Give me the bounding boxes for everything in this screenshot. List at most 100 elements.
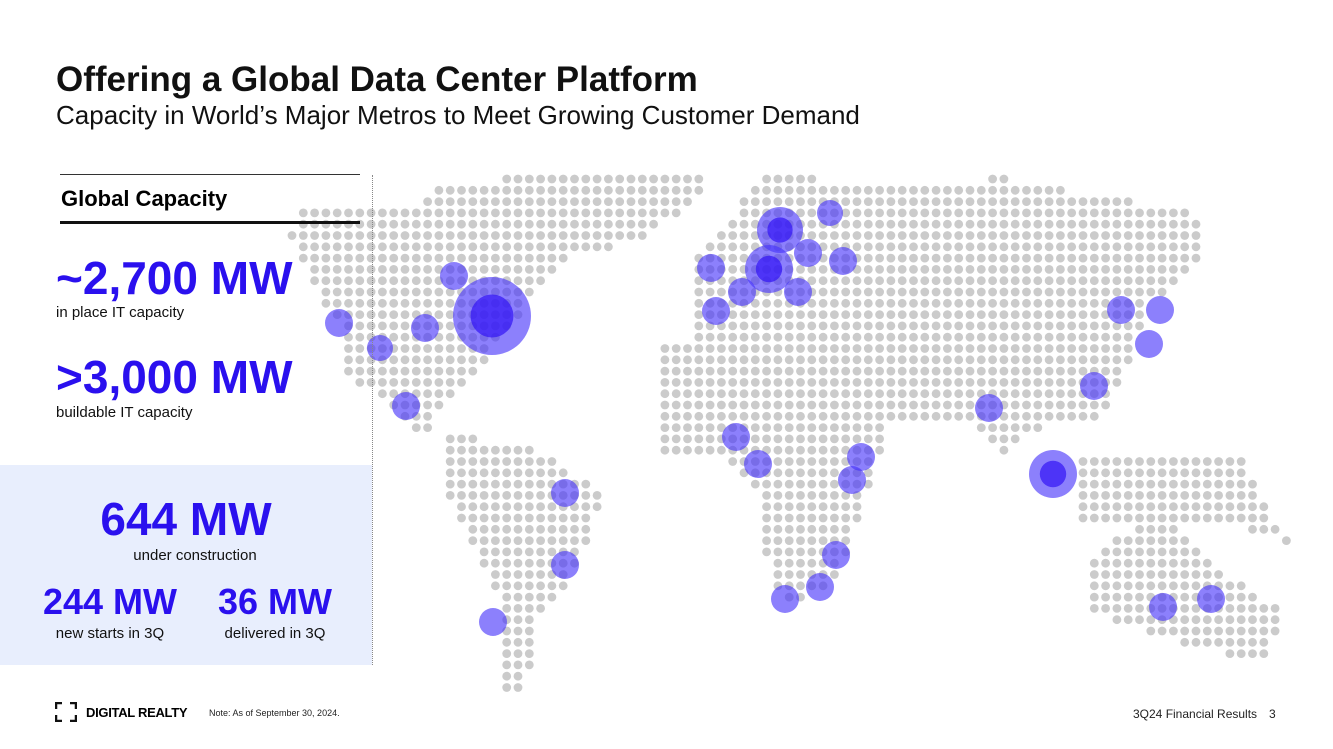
map-dot <box>1089 242 1099 252</box>
map-dot <box>863 434 873 444</box>
map-dot <box>513 253 523 263</box>
site-bubble <box>1146 296 1174 324</box>
map-dot <box>524 502 534 512</box>
map-dot <box>1112 604 1122 613</box>
map-dot <box>1123 355 1133 365</box>
map-dot <box>513 479 523 489</box>
map-dot <box>1089 344 1099 353</box>
map-dot <box>479 197 489 207</box>
map-dot <box>1180 570 1190 579</box>
map-dot <box>479 208 489 218</box>
map-dot <box>1067 298 1077 308</box>
map-dot <box>931 231 941 240</box>
map-dot <box>875 434 884 444</box>
map-dot <box>310 253 319 263</box>
map-dot <box>818 400 828 410</box>
site-bubble <box>702 297 730 325</box>
map-dot <box>344 276 353 286</box>
map-dot <box>717 389 726 399</box>
map-dot <box>479 355 489 365</box>
map-dot <box>491 479 500 489</box>
map-dot <box>581 513 591 523</box>
map-dot <box>1010 276 1020 286</box>
map-dot <box>1022 219 1031 229</box>
map-dot <box>536 468 545 478</box>
map-dot <box>479 468 489 478</box>
map-dot <box>773 547 783 557</box>
map-dot <box>1022 298 1031 308</box>
map-dot <box>1089 219 1099 229</box>
map-dot <box>1157 468 1167 478</box>
map-dot <box>1202 637 1212 647</box>
map-dot <box>1225 637 1235 647</box>
map-dot <box>1202 479 1212 489</box>
map-dot <box>513 570 523 579</box>
map-dot <box>366 310 376 319</box>
map-dot <box>400 355 410 365</box>
metric-label: in place IT capacity <box>56 304 185 321</box>
map-dot <box>660 400 670 410</box>
map-dot <box>468 231 478 240</box>
map-dot <box>784 321 794 331</box>
map-dot <box>954 378 964 387</box>
map-dot <box>999 185 1009 195</box>
site-bubble <box>1107 296 1135 324</box>
map-dot <box>1033 389 1043 399</box>
map-dot <box>389 378 399 387</box>
map-dot <box>423 265 432 274</box>
map-dot <box>1033 253 1043 263</box>
map-dot <box>818 491 828 500</box>
map-dot <box>604 231 613 240</box>
map-dot <box>841 366 851 376</box>
map-dot <box>524 468 534 478</box>
map-dot <box>491 242 500 252</box>
map-dot <box>852 423 862 432</box>
map-dot <box>1089 581 1099 591</box>
map-dot <box>411 423 421 432</box>
map-dot <box>524 276 534 286</box>
map-dot <box>931 378 941 387</box>
map-dot <box>1123 276 1133 286</box>
map-dot <box>524 174 534 184</box>
map-dot <box>762 536 771 545</box>
map-dot <box>920 231 930 240</box>
map-dot <box>683 445 692 455</box>
map-dot <box>830 434 839 444</box>
map-dot <box>762 491 771 500</box>
map-dot <box>1056 242 1065 252</box>
map-dot <box>1101 219 1110 229</box>
map-dot <box>400 219 410 229</box>
map-dot <box>750 378 760 387</box>
map-dot <box>773 457 783 466</box>
map-dot <box>1146 626 1156 636</box>
map-dot <box>762 502 771 512</box>
map-dot <box>1078 276 1088 286</box>
map-dot <box>570 513 579 523</box>
map-dot <box>796 208 805 218</box>
map-dot <box>762 321 771 331</box>
map-dot <box>909 231 918 240</box>
map-dot <box>479 524 489 534</box>
map-dot <box>502 683 512 692</box>
map-dot <box>1157 547 1167 557</box>
map-dot <box>1135 558 1144 568</box>
map-dot <box>694 400 704 410</box>
map-dot <box>1202 570 1212 579</box>
map-dot <box>1157 581 1167 591</box>
map-dot <box>558 468 568 478</box>
map-dot <box>457 378 466 387</box>
map-dot <box>445 197 455 207</box>
map-dot <box>434 242 444 252</box>
map-dot <box>1067 378 1077 387</box>
map-dot <box>875 321 884 331</box>
map-dot <box>841 502 851 512</box>
map-dot <box>988 321 997 331</box>
map-dot <box>943 411 952 421</box>
map-dot <box>1010 423 1020 432</box>
map-dot <box>762 411 771 421</box>
map-dot <box>524 491 534 500</box>
map-dot <box>468 253 478 263</box>
map-dot <box>581 491 591 500</box>
map-dot <box>378 389 387 399</box>
map-dot <box>954 344 964 353</box>
